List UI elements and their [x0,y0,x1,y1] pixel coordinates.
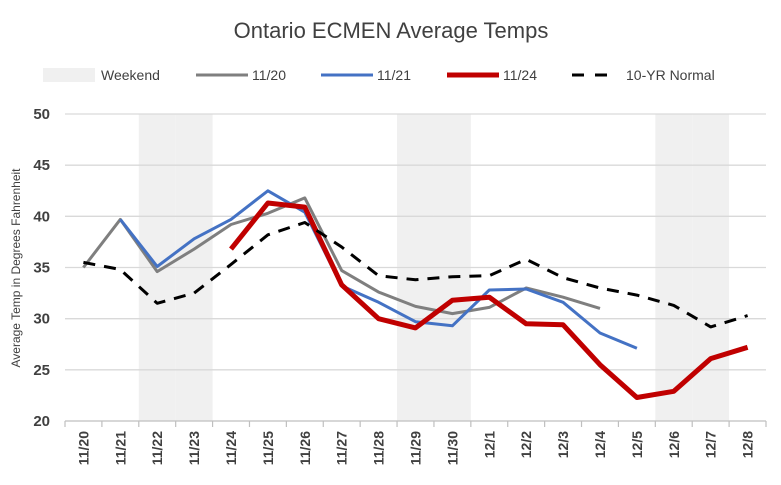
legend-label-11-20: 11/20 [252,67,286,83]
y-axis-label: Average Temp in Degrees Fahrenheit [9,168,23,368]
x-tick-label: 12/8 [740,431,756,458]
x-tick-label: 11/26 [297,431,313,465]
y-tick-label: 35 [33,260,50,277]
x-tick-label: 12/3 [555,431,571,458]
series-lines [82,189,749,400]
legend-swatch-weekend [43,68,95,82]
x-tick-label: 11/30 [444,431,460,465]
y-tick-label: 30 [33,311,50,328]
x-tick-label: 11/28 [371,431,387,465]
x-tick-label: 11/22 [149,431,165,465]
x-tick-label: 12/2 [518,431,534,458]
x-tick-label: 12/4 [592,431,608,458]
series-line-10-yr-normal [83,221,749,329]
series-line-11-24 [229,200,749,400]
x-tick-label: 11/27 [334,431,350,465]
legend: Weekend 11/20 11/21 11/24 10-YR Normal [43,67,715,83]
x-axis: 11/20 11/21 11/22 11/23 11/24 11/25 11/26 11/27… [64,420,767,465]
x-tick-label: 12/5 [629,431,645,458]
x-tick-label: 12/6 [666,431,682,458]
legend-label-10-yr-normal: 10-YR Normal [626,67,715,83]
x-tick-label: 11/23 [186,431,202,465]
legend-label-11-21: 11/21 [377,67,411,83]
y-tick-label: 20 [33,413,50,430]
x-tick-label: 12/1 [481,431,497,458]
x-tick-label: 11/25 [260,431,276,465]
chart-title: Ontario ECMEN Average Temps [234,18,549,43]
series-line-11-20 [82,196,601,316]
y-axis-ticks: 20 25 30 35 40 45 50 [33,106,50,430]
legend-label-weekend: Weekend [101,67,160,83]
y-tick-label: 25 [33,362,50,379]
x-tick-label: 12/7 [703,431,719,458]
x-tick-label: 11/21 [112,431,128,465]
series-line-11-21 [119,189,638,350]
y-tick-label: 50 [33,106,50,123]
legend-label-11-24: 11/24 [503,67,537,83]
x-tick-label: 11/24 [223,431,239,465]
y-tick-label: 40 [33,208,50,225]
gridlines [65,113,766,371]
y-tick-label: 45 [33,157,50,174]
x-tick-label: 11/29 [408,431,424,465]
x-tick-label: 11/20 [75,431,91,465]
